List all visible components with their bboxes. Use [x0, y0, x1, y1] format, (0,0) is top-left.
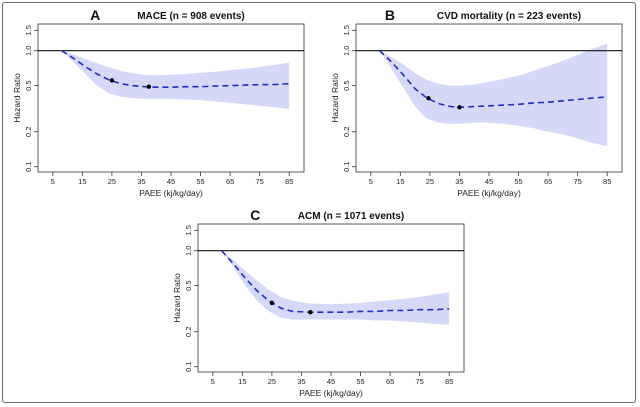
data-point [457, 105, 462, 110]
x-tick-label: 75 [415, 377, 423, 386]
y-tick-label: 0.2 [184, 327, 193, 337]
y-axis-label: Hazard Ratio [330, 73, 340, 123]
x-tick-label: 45 [167, 177, 175, 186]
data-point [426, 95, 431, 101]
x-tick-label: 5 [211, 377, 215, 386]
y-tick-label: 0.5 [184, 280, 193, 290]
chart-svg: 5 15 25 35 45 55 65 75 85 0.1 0.2 0.5 1.0 1.5 PAEE (kj… [172, 207, 465, 398]
panel-letter: C [250, 207, 260, 223]
hazard-ratio-line [61, 50, 290, 88]
x-tick-label: 35 [297, 377, 305, 386]
x-tick-label: 35 [137, 177, 145, 186]
confidence-band [61, 50, 290, 109]
y-tick-label: 1.5 [184, 225, 193, 235]
y-tick-label: 1.5 [24, 25, 33, 35]
x-tick-label: 85 [603, 177, 611, 186]
x-tick-label: 5 [369, 177, 373, 186]
y-tick-label: 1.0 [184, 246, 193, 256]
chart-panel-a: 5 15 25 35 45 55 65 75 85 0.1 0.2 0.5 1.0 1.5 PAEE (kj… [2, 2, 320, 202]
x-axis-label: PAEE (kj/kg/day) [457, 188, 521, 198]
panel-letter: B [385, 7, 395, 23]
x-tick-label: 55 [514, 177, 522, 186]
y-tick-label: 0.2 [342, 127, 351, 137]
y-tick-label: 0.5 [24, 80, 33, 90]
x-axis-label: PAEE (kj/kg/day) [299, 388, 363, 398]
chart-svg: 5 15 25 35 45 55 65 75 85 0.1 0.2 0.5 1.0 1.5 PAEE (kj… [12, 7, 305, 198]
x-tick-label: 85 [285, 177, 293, 186]
x-axis-label: PAEE (kj/kg/day) [139, 188, 203, 198]
x-tick-label: 55 [356, 377, 364, 386]
panel-letter: A [90, 7, 100, 23]
x-tick-label: 45 [327, 377, 335, 386]
x-tick-label: 5 [51, 177, 55, 186]
hazard-ratio-line [379, 50, 608, 109]
y-tick-label: 0.1 [342, 161, 351, 171]
y-axis-label: Hazard Ratio [172, 273, 182, 323]
x-tick-label: 65 [544, 177, 552, 186]
x-tick-label: 65 [226, 177, 234, 186]
data-point [146, 84, 152, 89]
x-tick-label: 15 [396, 177, 404, 186]
x-tick-label: 55 [196, 177, 204, 186]
y-tick-label: 0.1 [184, 361, 193, 371]
confidence-band [221, 250, 450, 325]
x-tick-label: 25 [108, 177, 116, 186]
confidence-band [379, 43, 608, 147]
x-tick-label: 45 [485, 177, 493, 186]
x-tick-label: 35 [455, 177, 463, 186]
x-tick-label: 75 [255, 177, 263, 186]
x-tick-label: 75 [573, 177, 581, 186]
y-tick-label: 1.5 [342, 25, 351, 35]
panel-title: MACE (n = 908 events) [137, 11, 245, 22]
x-tick-label: 25 [268, 377, 276, 386]
x-tick-label: 65 [386, 377, 394, 386]
y-tick-label: 1.0 [342, 46, 351, 56]
y-tick-label: 0.5 [342, 80, 351, 90]
y-axis-label: Hazard Ratio [12, 73, 22, 123]
chart-panel-b: 5 15 25 35 45 55 65 75 85 0.1 0.2 0.5 1.0 1.5 PAEE (kj… [322, 2, 638, 202]
x-tick-label: 25 [426, 177, 434, 186]
data-point [109, 78, 115, 83]
y-tick-label: 0.1 [24, 161, 33, 171]
y-tick-label: 0.2 [24, 127, 33, 137]
panel-title: CVD mortality (n = 223 events) [437, 11, 581, 22]
panel-title: ACM (n = 1071 events) [298, 211, 404, 222]
data-point [269, 300, 275, 306]
data-point [308, 310, 313, 315]
chart-panel-c: 5 15 25 35 45 55 65 75 85 0.1 0.2 0.5 1.0 1.5 PAEE (kj… [162, 202, 480, 402]
hazard-ratio-line [221, 250, 450, 313]
x-tick-label: 15 [238, 377, 246, 386]
y-tick-label: 1.0 [24, 46, 33, 56]
x-tick-label: 85 [445, 377, 453, 386]
x-tick-label: 15 [78, 177, 86, 186]
chart-svg: 5 15 25 35 45 55 65 75 85 0.1 0.2 0.5 1.0 1.5 PAEE (kj… [330, 7, 623, 198]
